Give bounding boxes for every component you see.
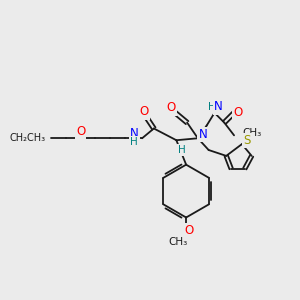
Text: N: N xyxy=(198,128,207,141)
Text: S: S xyxy=(243,134,250,147)
Text: CH₃: CH₃ xyxy=(169,237,188,247)
Text: CH₂CH₃: CH₂CH₃ xyxy=(9,133,45,143)
Text: N: N xyxy=(130,127,139,140)
Text: H: H xyxy=(208,102,215,112)
Text: N: N xyxy=(214,100,223,113)
Text: CH₃: CH₃ xyxy=(242,128,261,138)
Text: O: O xyxy=(76,125,85,138)
Text: H: H xyxy=(178,145,186,155)
Text: O: O xyxy=(140,105,149,119)
Text: H: H xyxy=(130,137,138,147)
Text: O: O xyxy=(233,106,243,119)
Text: O: O xyxy=(167,101,176,114)
Text: O: O xyxy=(184,224,194,237)
